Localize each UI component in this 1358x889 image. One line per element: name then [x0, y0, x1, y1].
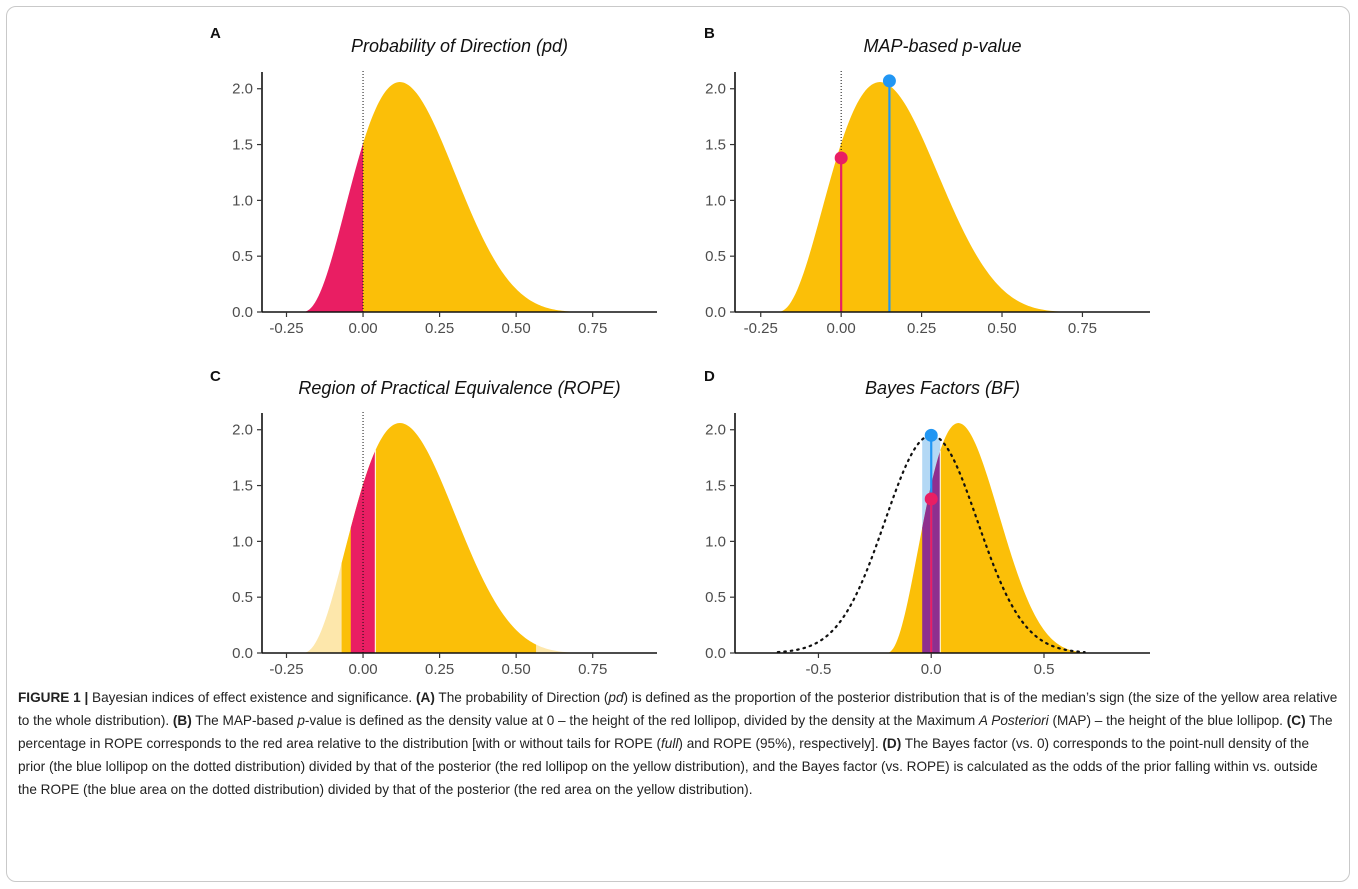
y-tick-label: 2.0 [232, 422, 253, 439]
panel-letter: A [210, 25, 221, 42]
y-tick-label: 1.5 [705, 478, 726, 495]
y-tick-label: 0.0 [232, 645, 253, 662]
x-tick-label: 0.00 [348, 661, 377, 678]
x-tick-label: 0.75 [578, 661, 607, 678]
x-tick-label: -0.5 [806, 661, 832, 678]
caption-b-label: (B) [172, 713, 192, 728]
caption-d-label: (D) [882, 736, 902, 751]
caption-label: FIGURE 1 | [18, 690, 89, 705]
panel-a: -0.25 0.00 0.25 0.50 0.75 0.0 0.5 1.0 1.5 2.0 Prob… [210, 25, 657, 337]
posterior-negative-area [301, 143, 364, 312]
posterior-ci95-area [341, 423, 537, 653]
caption-c-italic: full [661, 736, 679, 751]
y-tick-label: 2.0 [705, 81, 726, 98]
red-lollipop-head [834, 151, 848, 165]
figure-caption: FIGURE 1 | Bayesian indices of effect ex… [18, 686, 1338, 801]
x-tick-label: -0.25 [744, 320, 778, 337]
y-tick-label: 0.5 [705, 248, 726, 265]
x-tick-label: 0.50 [987, 320, 1016, 337]
panel-d: -0.5 0.0 0.5 0.0 0.5 1.0 1.5 2.0 Bayes Factors (… [704, 368, 1150, 678]
posterior-positive-area [363, 82, 616, 312]
posterior-area [886, 423, 1118, 653]
blue-lollipop-head [924, 428, 938, 442]
y-tick-label: 0.5 [705, 589, 726, 606]
panel-letter: D [704, 368, 715, 385]
panel-title: Bayes Factors (BF) [865, 378, 1020, 398]
panel-c: -0.25 0.00 0.25 0.50 0.75 0.0 0.5 1.0 1.5 2.0 Regi… [210, 368, 657, 678]
caption-b-text2: -value is defined as the density value a… [304, 713, 979, 728]
y-tick-label: 0.0 [705, 304, 726, 321]
x-tick-label: -0.25 [269, 661, 303, 678]
caption-b-text: The MAP-based [191, 713, 298, 728]
panel-title: Region of Practical Equivalence (ROPE) [298, 378, 620, 398]
x-tick-label: 0.0 [921, 661, 942, 678]
blue-lollipop-head [882, 74, 896, 88]
panel-letter: C [210, 368, 221, 385]
y-tick-label: 1.5 [232, 137, 253, 154]
y-tick-label: 0.0 [232, 304, 253, 321]
y-tick-label: 0.5 [232, 589, 253, 606]
caption-a-italic: pd [608, 690, 624, 705]
red-lollipop-head [924, 492, 938, 506]
panel-title: MAP-based p-value [863, 36, 1021, 56]
panel-letter: B [704, 25, 715, 42]
caption-b-text3: (MAP) – the height of the blue lollipop. [1048, 713, 1287, 728]
x-tick-label: 0.75 [1068, 320, 1097, 337]
figure-frame [6, 6, 1350, 882]
y-tick-label: 1.5 [705, 137, 726, 154]
y-tick-label: 1.5 [232, 478, 253, 495]
caption-b-italic: p [297, 713, 305, 728]
panel-title: Probability of Direction (pd) [351, 36, 568, 56]
y-tick-label: 2.0 [705, 422, 726, 439]
caption-intro: Bayesian indices of effect existence and… [88, 690, 416, 705]
x-tick-label: 0.00 [827, 320, 856, 337]
panel-b: -0.25 0.00 0.25 0.50 0.75 0.0 0.5 1.0 1.5 2.0 MAP-… [704, 25, 1150, 337]
caption-a-text2: ) is defined as the proportion of the po… [18, 690, 1338, 728]
y-tick-label: 2.0 [232, 81, 253, 98]
x-tick-label: 0.50 [502, 661, 531, 678]
y-tick-label: 1.0 [705, 192, 726, 209]
y-tick-label: 1.0 [705, 533, 726, 550]
x-tick-label: 0.25 [425, 320, 454, 337]
rope-area [350, 450, 376, 653]
y-tick-label: 0.0 [705, 645, 726, 662]
caption-c-label: (C) [1286, 713, 1306, 728]
x-tick-label: 0.5 [1034, 661, 1055, 678]
x-tick-label: 0.50 [502, 320, 531, 337]
y-tick-label: 1.0 [232, 192, 253, 209]
caption-c-text: The percentage in ROPE corresponds to th… [18, 713, 1333, 751]
caption-a-label: (A) [416, 690, 435, 705]
x-tick-label: 0.25 [425, 661, 454, 678]
y-tick-label: 1.0 [232, 533, 253, 550]
x-tick-label: 0.00 [348, 320, 377, 337]
posterior-area [776, 82, 1107, 312]
caption-c-text2: ) and ROPE (95%), respectively]. [678, 736, 883, 751]
caption-d-text: The Bayes factor (vs. 0) corresponds to … [18, 736, 1318, 797]
x-tick-label: 0.25 [907, 320, 936, 337]
x-tick-label: -0.25 [269, 320, 303, 337]
caption-b-italic2: A Posteriori [978, 713, 1049, 728]
x-tick-label: 0.75 [578, 320, 607, 337]
caption-a-text: The probability of Direction ( [434, 690, 609, 705]
y-tick-label: 0.5 [232, 248, 253, 265]
